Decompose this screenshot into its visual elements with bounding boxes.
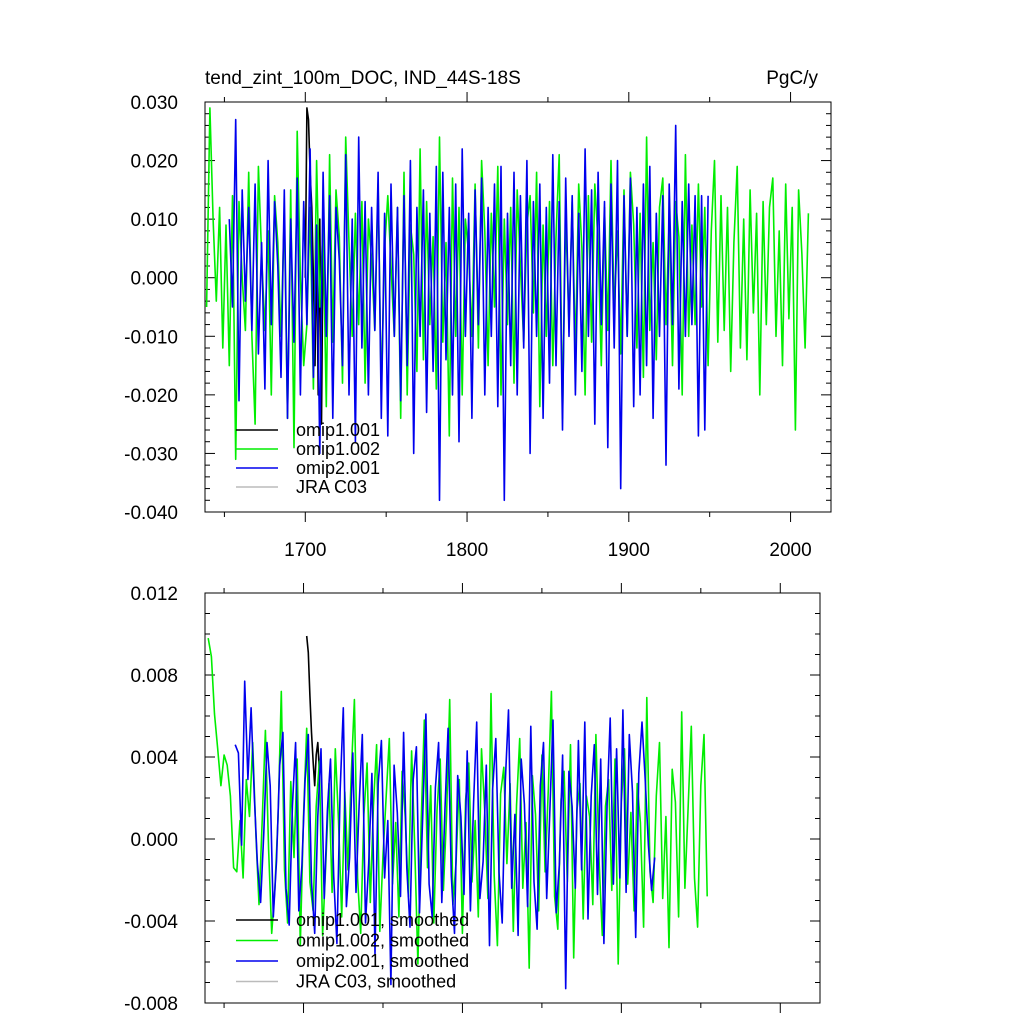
top-series-lines (205, 107, 810, 502)
y-tick-label: -0.004 (124, 912, 178, 933)
y-tick-label: 0.020 (130, 152, 178, 173)
top-plot-frame (204, 101, 832, 513)
series-line-0 (305, 635, 321, 787)
legend-label: JRA C03 (296, 477, 367, 497)
x-tick-label: 1700 (284, 540, 326, 561)
top-chart-units: PgC/y (766, 68, 818, 89)
legend-label: omip1.002 (296, 439, 380, 459)
series-line-2 (234, 680, 656, 990)
legend-label: JRA C03, smoothed (296, 972, 456, 992)
y-tick-label: 0.004 (130, 748, 178, 769)
top-panel: tend_zint_100m_DOC, IND_44S-18S PgC/y -0… (124, 68, 832, 561)
x-tick-label: 1900 (608, 540, 650, 561)
series-line-2 (228, 118, 709, 502)
y-tick-label: 0.008 (130, 666, 178, 687)
y-tick-label: -0.010 (124, 327, 178, 348)
y-tick-label: 0.000 (130, 269, 178, 290)
x-tick-label: 1800 (446, 540, 488, 561)
legend-label: omip1.002, smoothed (296, 931, 469, 951)
y-tick-label: 0.012 (130, 584, 178, 605)
y-tick-label: 0.010 (130, 210, 178, 231)
y-tick-label: 0.000 (130, 830, 178, 851)
legend-label: omip2.001 (296, 458, 380, 478)
bottom-axis-ticks: -0.008 -0.004 0.000 0.004 0.008 0.012 (124, 583, 820, 1015)
bottom-panel: -0.008 -0.004 0.000 0.004 0.008 0.012 omip1.0… (124, 583, 821, 1015)
top-axis-ticks: -0.040 -0.030 -0.020 -0.010 0.000 0.010 0.020 0… (124, 92, 831, 561)
bottom-series-lines (207, 635, 708, 990)
top-chart-title: tend_zint_100m_DOC, IND_44S-18S (205, 68, 521, 89)
y-tick-label: -0.040 (124, 503, 178, 524)
y-tick-label: 0.030 (130, 93, 178, 114)
legend-label: omip1.001 (296, 420, 380, 440)
x-tick-label: 2000 (769, 540, 811, 561)
legend-label: omip2.001, smoothed (296, 951, 469, 971)
y-tick-label: -0.030 (124, 444, 178, 465)
y-tick-label: -0.020 (124, 386, 178, 407)
legend-label: omip1.001, smoothed (296, 910, 469, 930)
bottom-plot-frame (204, 592, 821, 1004)
y-tick-label: -0.008 (124, 994, 178, 1015)
